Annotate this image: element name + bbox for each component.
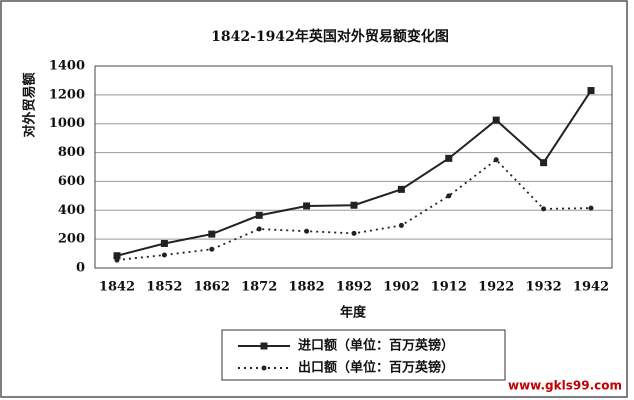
x-tick-label: 1872 <box>241 280 277 295</box>
x-tick-label: 1842 <box>99 280 135 295</box>
y-tick-label: 200 <box>58 232 85 247</box>
x-tick-label: 1862 <box>194 280 230 295</box>
x-tick-label: 1902 <box>383 280 419 295</box>
data-point <box>256 226 262 232</box>
data-point <box>445 154 453 162</box>
x-tick-label: 1932 <box>526 280 562 295</box>
data-point <box>351 230 357 236</box>
data-point <box>587 87 595 95</box>
y-tick-label: 600 <box>58 174 85 189</box>
data-point <box>493 157 499 163</box>
data-point <box>303 202 311 210</box>
data-point <box>398 222 404 228</box>
data-point <box>208 230 216 238</box>
legend-marker <box>260 342 268 350</box>
data-point <box>161 252 167 258</box>
data-point <box>160 239 168 247</box>
y-tick-label: 1000 <box>49 116 85 131</box>
data-point <box>255 211 263 219</box>
y-tick-label: 1400 <box>49 59 85 74</box>
x-tick-label: 1942 <box>573 280 609 295</box>
legend <box>221 329 506 381</box>
plot-frame <box>94 65 613 269</box>
legend-label: 进口额（单位：百万英镑） <box>298 338 454 354</box>
data-point <box>350 201 358 209</box>
watermark: www.gkls99.com <box>508 379 622 393</box>
x-tick-label: 1912 <box>431 280 467 295</box>
x-tick-label: 1882 <box>289 280 325 295</box>
chart-title: 1842-1942年英国对外贸易额变化图 <box>211 28 449 45</box>
data-point <box>492 116 500 124</box>
data-point <box>588 205 594 211</box>
y-tick-label: 0 <box>76 261 85 276</box>
data-point <box>541 206 547 212</box>
data-point <box>540 159 548 167</box>
x-tick-label: 1922 <box>478 280 514 295</box>
data-point <box>446 193 452 199</box>
x-tick-label: 1852 <box>146 280 182 295</box>
y-tick-label: 800 <box>58 145 85 160</box>
legend-label: 出口额（单位：百万英镑） <box>298 360 454 376</box>
data-point <box>209 246 215 252</box>
data-point <box>113 252 121 260</box>
x-tick-label: 1892 <box>336 280 372 295</box>
legend-marker <box>261 365 267 371</box>
x-axis-label: 年度 <box>340 305 367 321</box>
data-point <box>114 257 120 263</box>
data-point <box>304 228 310 234</box>
y-axis-label: 对外贸易额 <box>22 72 38 137</box>
y-tick-label: 1200 <box>49 87 85 102</box>
data-point <box>397 185 405 193</box>
y-tick-label: 400 <box>58 203 85 218</box>
